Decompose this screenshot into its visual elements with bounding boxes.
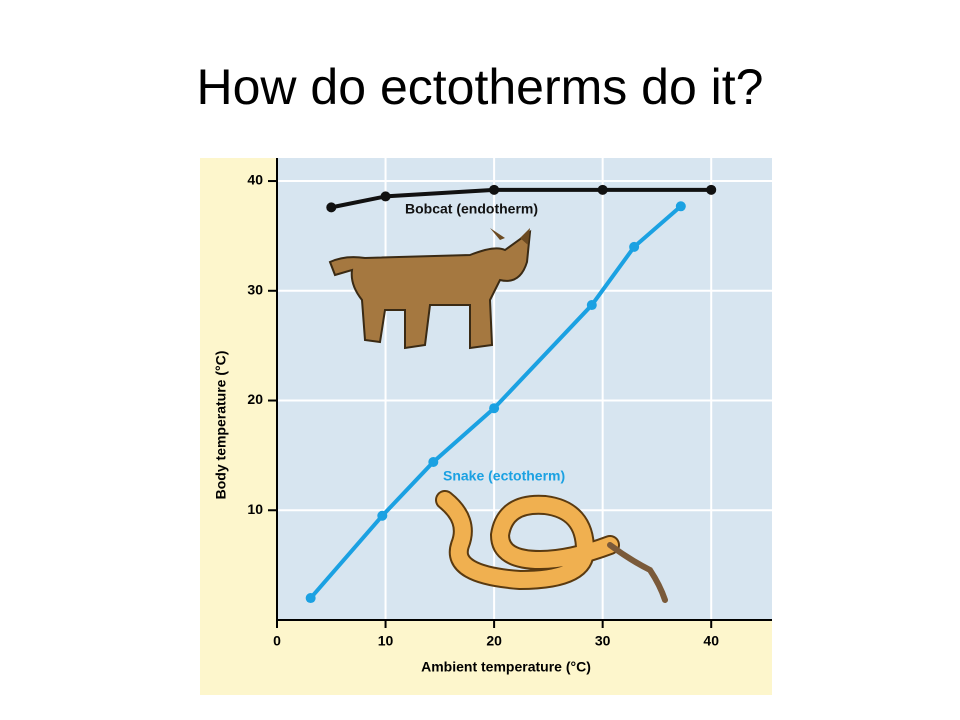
data-point bbox=[629, 241, 640, 252]
data-point bbox=[305, 593, 316, 604]
data-point bbox=[380, 191, 391, 202]
x-tick-label: 30 bbox=[595, 633, 611, 649]
y-tick-label: 20 bbox=[247, 391, 263, 407]
y-tick-label: 30 bbox=[247, 281, 263, 297]
data-point bbox=[489, 403, 500, 414]
data-point bbox=[597, 184, 608, 195]
data-point bbox=[706, 184, 717, 195]
data-point bbox=[326, 202, 337, 213]
x-tick-label: 20 bbox=[486, 633, 502, 649]
bobcat-illustration bbox=[328, 228, 532, 350]
data-point bbox=[675, 201, 686, 212]
x-axis-label: Ambient temperature (°C) bbox=[421, 659, 591, 675]
data-point bbox=[489, 184, 500, 195]
y-tick-label: 40 bbox=[247, 172, 263, 188]
data-point bbox=[586, 300, 597, 311]
data-point bbox=[428, 456, 439, 467]
x-tick-label: 40 bbox=[703, 633, 719, 649]
y-tick-label: 10 bbox=[247, 501, 263, 517]
data-point bbox=[377, 510, 388, 521]
x-tick-label: 10 bbox=[378, 633, 394, 649]
slide-title: How do ectotherms do it? bbox=[196, 59, 764, 115]
snake-illustration bbox=[435, 490, 668, 603]
x-tick-label: 0 bbox=[273, 633, 281, 649]
series-label: Snake (ectotherm) bbox=[443, 468, 565, 484]
y-axis-label: Body temperature (°C) bbox=[213, 351, 229, 500]
series-label: Bobcat (endotherm) bbox=[405, 201, 538, 217]
